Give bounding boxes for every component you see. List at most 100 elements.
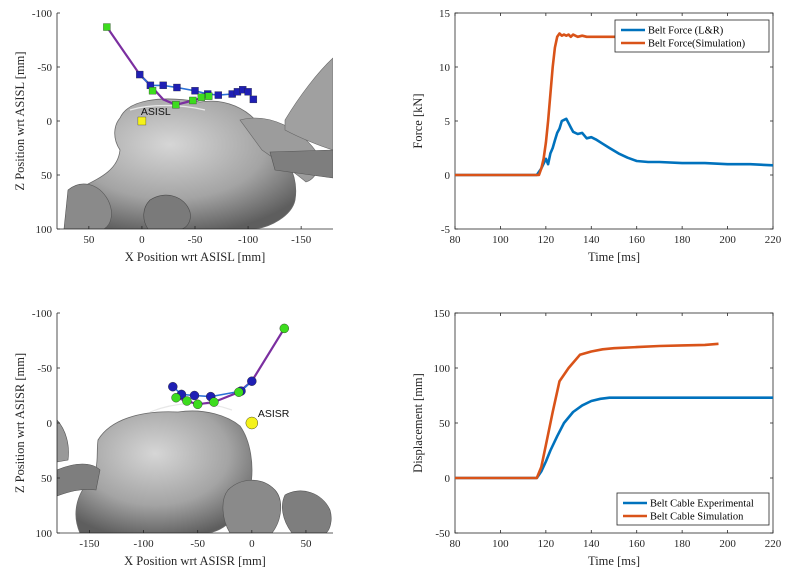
x-tick-label: 100 (492, 234, 509, 246)
data-point (234, 387, 244, 397)
y-axis-label: Displacement [mm] (411, 373, 425, 473)
series-line-1 (455, 396, 773, 480)
y-tick-label: 100 (36, 528, 53, 540)
data-point (103, 23, 111, 31)
x-tick-label: 0 (249, 538, 255, 550)
x-tick-label: 160 (628, 538, 645, 550)
y-tick-label: -100 (32, 308, 53, 320)
data-point (136, 70, 144, 79)
x-tick-label: 120 (538, 234, 555, 246)
data-point (148, 87, 157, 95)
y-tick-label: -5 (441, 224, 451, 236)
pelvis-bone-render-left (63, 57, 333, 229)
x-tick-label: -150 (79, 538, 100, 550)
legend-entry-2: Belt Force(Simulation) (648, 39, 746, 50)
x-tick-label: 120 (538, 538, 555, 550)
plot-p3: -150 -100 -50 0 50 -100 -50 0 50 100 X Position wr… (13, 308, 333, 568)
y-tick-label: 50 (41, 473, 53, 485)
y-tick-label: 0 (47, 116, 53, 128)
data-point (209, 397, 219, 407)
data-point (159, 81, 167, 90)
legend-box (614, 19, 770, 53)
x-tick-label: 180 (674, 538, 691, 550)
series-line-1 (455, 117, 773, 177)
x-tick-label: 200 (719, 538, 736, 550)
data-point (193, 399, 203, 409)
plot-p1: 50 0 -50 -100 -150 -100 -50 0 50 100 X Position wr… (13, 8, 333, 264)
y-tick-label: 15 (439, 8, 451, 20)
y-axis-label: Force [kN] (411, 93, 425, 148)
x-tick-label: 50 (300, 538, 312, 550)
series-line-2 (455, 32, 671, 177)
y-tick-label: 50 (439, 418, 451, 430)
y-tick-label: 0 (445, 473, 451, 485)
data-point (279, 323, 289, 334)
x-tick-label: 220 (765, 234, 782, 246)
data-point (171, 393, 181, 403)
y-tick-label: 0 (47, 418, 53, 430)
x-axis-label: X Position wrt ASISR [mm] (124, 554, 266, 568)
x-tick-label: -150 (291, 234, 312, 246)
data-point (168, 382, 178, 392)
landmark-label: ASISL (141, 106, 171, 118)
y-axis-label: Z Position wrt ASISR [mm] (13, 353, 27, 493)
x-axis-label: Time [ms] (588, 250, 640, 264)
y-tick-label: 5 (445, 116, 451, 128)
y-tick-label: -50 (435, 528, 450, 540)
legend-entry-1: Belt Force (L&R) (648, 26, 724, 37)
marker-track-blue (139, 74, 255, 100)
y-tick-label: -50 (37, 62, 52, 74)
y-axis-label: Z Position wrt ASISL [mm] (13, 51, 27, 190)
data-point (189, 390, 200, 401)
x-tick-label: 200 (719, 234, 736, 246)
legend-entry-2: Belt Cable Simulation (650, 512, 744, 523)
x-axis-label: X Position wrt ASISL [mm] (125, 250, 266, 264)
x-tick-label: 100 (492, 538, 509, 550)
x-tick-label: 80 (450, 234, 462, 246)
x-tick-label: -50 (188, 234, 203, 246)
plot-p4: 80 100 120 140 160 180 200 220 -50 0 50 100 150 Time … (411, 308, 782, 568)
data-point (173, 83, 181, 92)
legend-box (616, 492, 770, 526)
data-point (249, 95, 258, 104)
x-tick-label: 50 (83, 234, 95, 246)
data-point (244, 88, 252, 96)
y-tick-label: 10 (439, 62, 451, 74)
data-point (182, 396, 192, 406)
x-tick-label: 140 (583, 234, 600, 246)
data-point (189, 96, 197, 105)
legend: Belt Cable Experimental Belt Cable Simula… (616, 492, 770, 526)
x-tick-label: -100 (134, 538, 155, 550)
y-tick-label: 100 (434, 363, 451, 375)
data-point (214, 91, 223, 99)
x-tick-label: -50 (190, 538, 205, 550)
landmark-marker (245, 416, 259, 430)
data-point (247, 376, 257, 386)
data-point (191, 87, 199, 95)
data-point (197, 93, 206, 101)
legend: Belt Force (L&R) Belt Force(Simulation) (614, 19, 770, 53)
data-point (172, 101, 180, 109)
x-tick-label: 160 (628, 234, 645, 246)
series-line-2 (455, 342, 719, 480)
y-tick-label: -50 (37, 363, 52, 375)
x-axis-label: Time [ms] (588, 554, 640, 568)
x-tick-label: 220 (765, 538, 782, 550)
y-tick-label: -100 (32, 8, 53, 20)
landmark-marker (137, 116, 147, 126)
x-tick-label: 0 (139, 234, 145, 246)
y-tick-label: 150 (434, 308, 451, 320)
data-point (205, 92, 213, 100)
y-tick-label: 50 (41, 170, 53, 182)
y-tick-label: 100 (36, 224, 53, 236)
landmark-label: ASISR (258, 408, 290, 420)
x-tick-label: 80 (450, 538, 462, 550)
x-tick-label: 140 (583, 538, 600, 550)
x-tick-label: 180 (674, 234, 691, 246)
x-tick-label: -100 (238, 234, 259, 246)
pelvis-bone-render-right (57, 402, 332, 533)
plot-p2: 80 100 120 140 160 180 200 220 -5 0 5 10 15 Time [ms]… (411, 8, 782, 264)
legend-entry-1: Belt Cable Experimental (650, 499, 754, 510)
y-tick-label: 0 (445, 170, 451, 182)
